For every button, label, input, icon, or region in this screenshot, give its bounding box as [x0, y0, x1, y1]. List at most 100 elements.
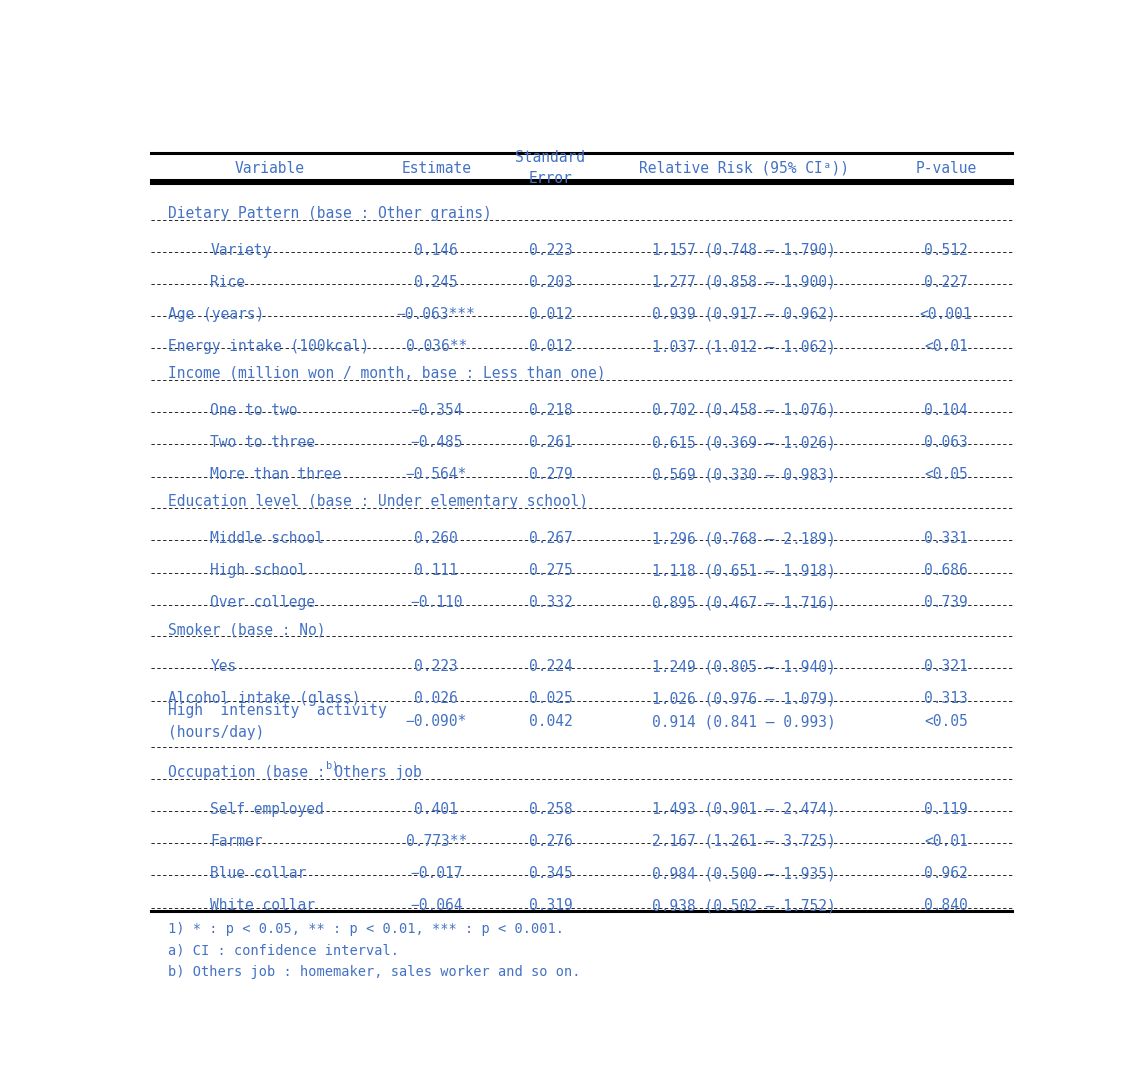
- Text: 0.615 (0.369 – 1.026): 0.615 (0.369 – 1.026): [652, 435, 836, 450]
- Text: 0.686: 0.686: [924, 563, 967, 578]
- Text: Smoker (base : No): Smoker (base : No): [168, 622, 325, 637]
- Text: 0.063: 0.063: [924, 435, 967, 450]
- Text: 0.260: 0.260: [414, 531, 458, 546]
- Text: 0.321: 0.321: [924, 659, 967, 674]
- Text: 1) * : p < 0.05, ** : p < 0.01, *** : p < 0.001.: 1) * : p < 0.05, ** : p < 0.01, *** : p …: [168, 922, 564, 936]
- Text: −0.485: −0.485: [409, 435, 463, 450]
- Text: 0.512: 0.512: [924, 243, 967, 258]
- Text: 0.938 (0.502 – 1.752): 0.938 (0.502 – 1.752): [652, 899, 836, 914]
- Text: 0.224: 0.224: [528, 659, 573, 674]
- Text: b) Others job : homemaker, sales worker and so on.: b) Others job : homemaker, sales worker …: [168, 966, 581, 980]
- Text: P-value: P-value: [915, 161, 976, 176]
- Text: Two to three: Two to three: [210, 435, 315, 450]
- Text: 0.146: 0.146: [414, 243, 458, 258]
- Text: <0.05: <0.05: [924, 468, 967, 483]
- Text: −0.354: −0.354: [409, 403, 463, 418]
- Text: 1.026 (0.976 – 1.079): 1.026 (0.976 – 1.079): [652, 691, 836, 706]
- Text: Occupation (base : Others job: Occupation (base : Others job: [168, 765, 422, 780]
- Text: a) CI : confidence interval.: a) CI : confidence interval.: [168, 944, 399, 958]
- Text: 0.914 (0.841 – 0.993): 0.914 (0.841 – 0.993): [652, 714, 836, 729]
- Text: 0.275: 0.275: [528, 563, 573, 578]
- Text: 0.223: 0.223: [414, 659, 458, 674]
- Text: Farmer: Farmer: [210, 834, 263, 849]
- Text: 0.261: 0.261: [528, 435, 573, 450]
- Text: 1.277 (0.858 – 1.900): 1.277 (0.858 – 1.900): [652, 274, 836, 289]
- Text: 0.223: 0.223: [528, 243, 573, 258]
- Text: White collar: White collar: [210, 899, 315, 914]
- Text: 1.493 (0.901 – 2.474): 1.493 (0.901 – 2.474): [652, 801, 836, 816]
- Text: Rice: Rice: [210, 274, 245, 289]
- Text: Alcohol intake (glass): Alcohol intake (glass): [168, 691, 361, 706]
- Text: 0.012: 0.012: [528, 307, 573, 322]
- Text: −0.017: −0.017: [409, 866, 463, 881]
- Text: 0.313: 0.313: [924, 691, 967, 706]
- Text: One to two: One to two: [210, 403, 298, 418]
- Text: Error: Error: [528, 172, 573, 187]
- Text: −0.564*: −0.564*: [406, 468, 467, 483]
- Text: 1.296 (0.768 – 2.189): 1.296 (0.768 – 2.189): [652, 531, 836, 546]
- Text: Age (years): Age (years): [168, 307, 264, 322]
- Text: 0.331: 0.331: [924, 531, 967, 546]
- Text: 0.218: 0.218: [528, 403, 573, 418]
- Text: 0.739: 0.739: [924, 595, 967, 610]
- Text: 0.012: 0.012: [528, 339, 573, 354]
- Text: Middle school: Middle school: [210, 531, 324, 546]
- Text: Dietary Pattern (base : Other grains): Dietary Pattern (base : Other grains): [168, 205, 492, 220]
- Text: 0.984 (0.500 – 1.935): 0.984 (0.500 – 1.935): [652, 866, 836, 881]
- Text: 2.167 (1.261 – 3.725): 2.167 (1.261 – 3.725): [652, 834, 836, 849]
- Text: 0.026: 0.026: [414, 691, 458, 706]
- Text: 0.258: 0.258: [528, 801, 573, 816]
- Text: Yes: Yes: [210, 659, 237, 674]
- Text: 0.401: 0.401: [414, 801, 458, 816]
- Text: More than three: More than three: [210, 468, 341, 483]
- Text: 0.345: 0.345: [528, 866, 573, 881]
- Text: Estimate: Estimate: [401, 161, 471, 176]
- Text: −0.110: −0.110: [409, 595, 463, 610]
- Text: <0.001: <0.001: [920, 307, 972, 322]
- Text: 0.319: 0.319: [528, 899, 573, 914]
- Text: 0.569 (0.330 – 0.983): 0.569 (0.330 – 0.983): [652, 468, 836, 483]
- Text: Self employed: Self employed: [210, 801, 324, 816]
- Text: <0.05: <0.05: [924, 714, 967, 729]
- Text: <0.01: <0.01: [924, 834, 967, 849]
- Text: 0.203: 0.203: [528, 274, 573, 289]
- Text: Over college: Over college: [210, 595, 315, 610]
- Text: 1.037 (1.012 – 1.062): 1.037 (1.012 – 1.062): [652, 339, 836, 354]
- Text: 0.036**: 0.036**: [406, 339, 467, 354]
- Text: −0.090*: −0.090*: [406, 714, 467, 729]
- Text: Blue collar: Blue collar: [210, 866, 306, 881]
- Text: 0.227: 0.227: [924, 274, 967, 289]
- Text: 0.773**: 0.773**: [406, 834, 467, 849]
- Text: Education level (base : Under elementary school): Education level (base : Under elementary…: [168, 494, 589, 509]
- Text: 0.702 (0.458 – 1.076): 0.702 (0.458 – 1.076): [652, 403, 836, 418]
- Text: 0.840: 0.840: [924, 899, 967, 914]
- Text: <0.01: <0.01: [924, 339, 967, 354]
- Text: Income (million won / month, base : Less than one): Income (million won / month, base : Less…: [168, 366, 606, 381]
- Text: 0.279: 0.279: [528, 468, 573, 483]
- Text: 0.245: 0.245: [414, 274, 458, 289]
- Text: 0.276: 0.276: [528, 834, 573, 849]
- Text: 0.104: 0.104: [924, 403, 967, 418]
- Text: 1.249 (0.805 – 1.940): 1.249 (0.805 – 1.940): [652, 659, 836, 674]
- Text: 0.267: 0.267: [528, 531, 573, 546]
- Text: Variable: Variable: [235, 161, 304, 176]
- Text: Relative Risk (95% CIᵃ)): Relative Risk (95% CIᵃ)): [638, 161, 848, 176]
- Text: 1.157 (0.748 – 1.790): 1.157 (0.748 – 1.790): [652, 243, 836, 258]
- Text: Energy intake (100kcal): Energy intake (100kcal): [168, 339, 370, 354]
- Text: 0.025: 0.025: [528, 691, 573, 706]
- Text: High  intensity  activity: High intensity activity: [168, 703, 387, 718]
- Text: 0.111: 0.111: [414, 563, 458, 578]
- Text: 0.895 (0.467 – 1.716): 0.895 (0.467 – 1.716): [652, 595, 836, 610]
- Text: 0.962: 0.962: [924, 866, 967, 881]
- Text: −0.063***: −0.063***: [397, 307, 475, 322]
- Text: −0.064: −0.064: [409, 899, 463, 914]
- Text: Standard: Standard: [516, 150, 585, 165]
- Text: 0.332: 0.332: [528, 595, 573, 610]
- Text: (hours/day): (hours/day): [168, 725, 264, 740]
- Text: Occupation (base : Others job): Occupation (base : Others job): [168, 765, 431, 780]
- Text: High school: High school: [210, 563, 306, 578]
- Text: 1.118 (0.651 – 1.918): 1.118 (0.651 – 1.918): [652, 563, 836, 578]
- Text: 0.119: 0.119: [924, 801, 967, 816]
- Text: Variety: Variety: [210, 243, 271, 258]
- Text: b): b): [327, 760, 338, 770]
